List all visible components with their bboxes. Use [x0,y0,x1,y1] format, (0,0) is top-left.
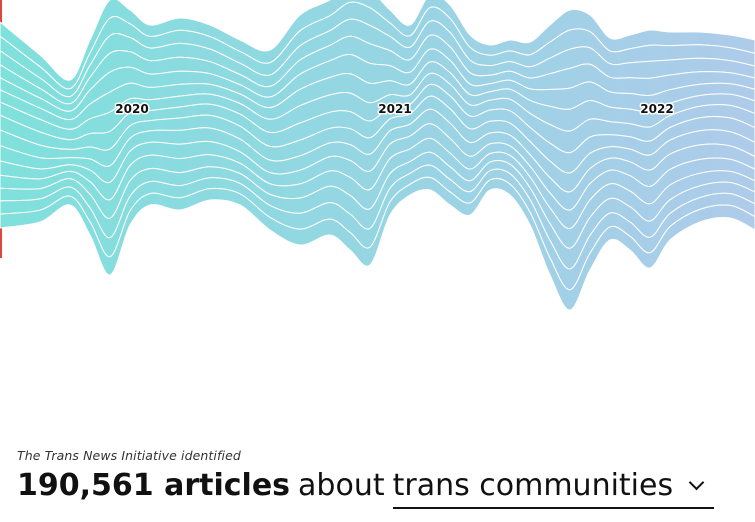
x-tick-label-2021: 2021 [378,102,411,116]
x-tick-label-2020: 2020 [115,102,148,116]
topic-selected-value: trans communities [392,468,674,503]
stream-layer-15[interactable] [0,176,755,311]
x-tick-label-2022: 2022 [640,102,673,116]
about-connector: about [298,468,385,503]
article-count: 190,561 articles [17,468,291,503]
topic-dropdown[interactable]: trans communities [392,466,715,509]
intro-caption: The Trans News Initiative identified [17,448,241,463]
streamgraph-chart: 2020 2021 2022 [0,0,755,311]
chevron-down-icon [688,474,705,490]
headline: 190,561 articles about trans communities [17,466,715,509]
